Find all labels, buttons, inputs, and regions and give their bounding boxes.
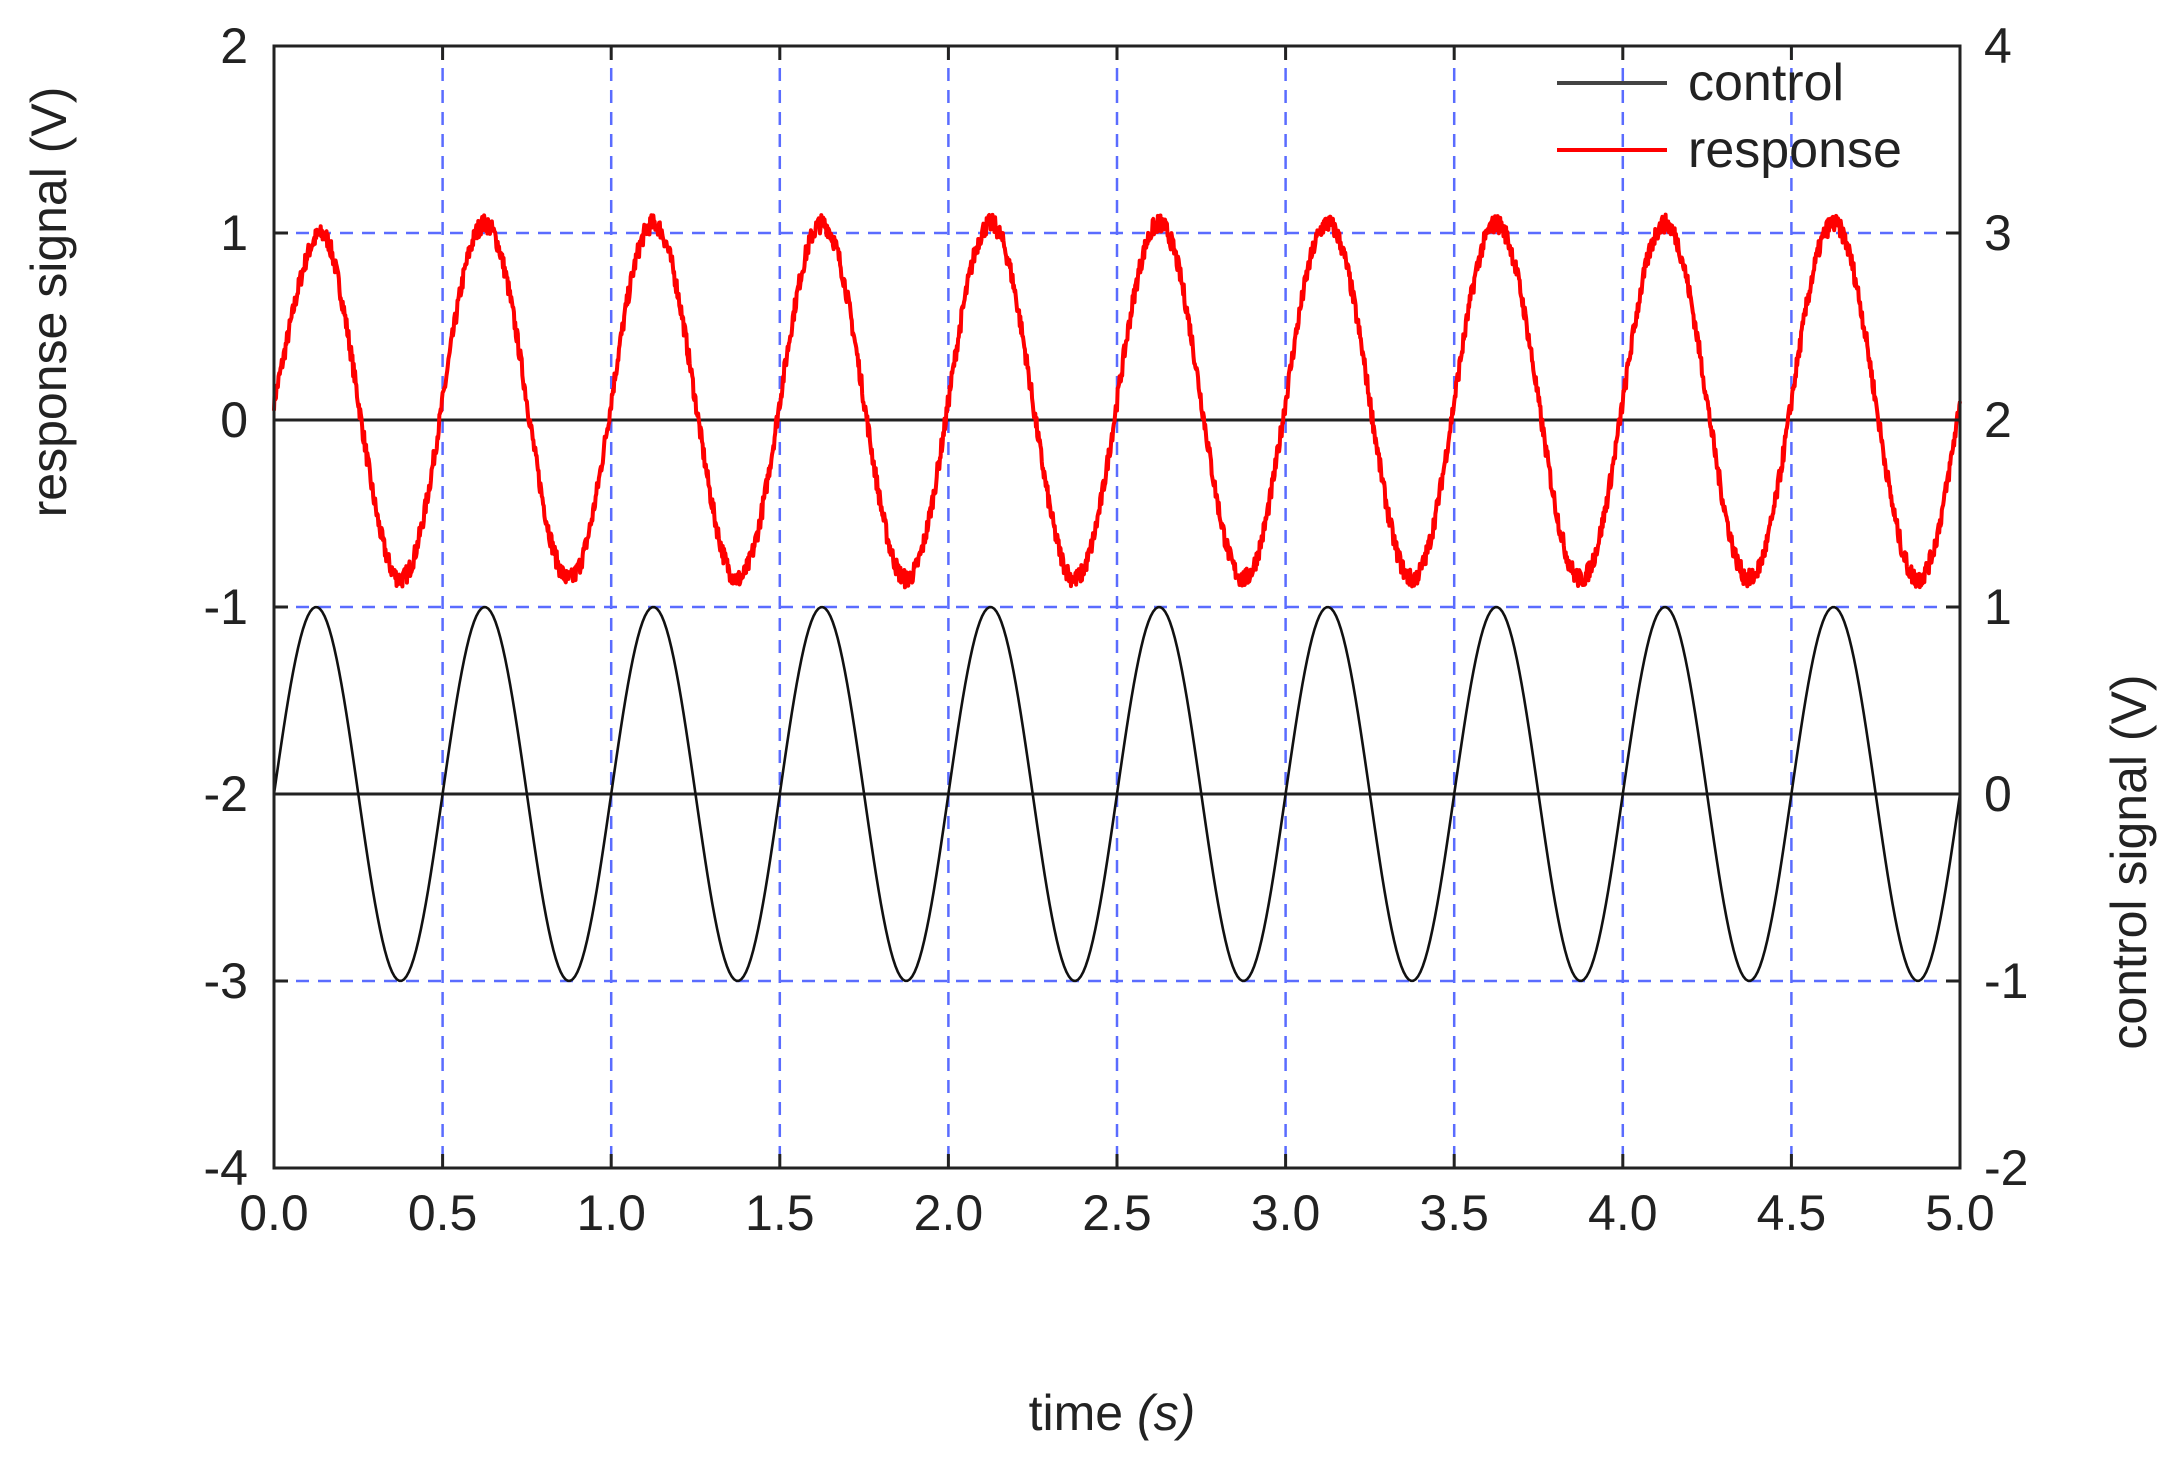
y-left-tick-label-0: -4 xyxy=(204,1140,248,1196)
y-left-tick-labels: -4 -3 -2 -1 0 1 2 xyxy=(204,18,248,1196)
series-layer xyxy=(272,212,1962,983)
x-tick-labels: 0.0 0.5 1.0 1.5 2.0 2.5 3.0 3.5 4.0 4.5 5.0 xyxy=(239,1185,1995,1241)
y-left-tick-label-5: 1 xyxy=(220,205,248,261)
y-right-tick-label-0: -2 xyxy=(1984,1140,2028,1196)
x-axis-title-main: time xyxy=(1029,1385,1137,1441)
y-right-tick-label-1: -1 xyxy=(1984,953,2028,1009)
x-tick-label-7: 3.5 xyxy=(1419,1185,1489,1241)
x-tick-label-4: 2.0 xyxy=(914,1185,984,1241)
ticks-layer xyxy=(272,44,1962,1170)
legend: control response xyxy=(1557,54,1902,179)
x-tick-label-5: 2.5 xyxy=(1082,1185,1152,1241)
y-right-tick-label-6: 4 xyxy=(1984,18,2012,74)
x-tick-label-3: 1.5 xyxy=(745,1185,815,1241)
y-right-tick-label-4: 2 xyxy=(1984,392,2012,448)
y-right-tick-labels: -2 -1 0 1 2 3 4 xyxy=(1984,18,2028,1196)
grid-layer xyxy=(274,46,1960,1168)
y-left-tick-label-2: -2 xyxy=(204,766,248,822)
x-tick-label-1: 0.5 xyxy=(408,1185,478,1241)
x-axis-title-unit: (s) xyxy=(1137,1385,1195,1441)
y-left-tick-label-4: 0 xyxy=(220,392,248,448)
y-left-tick-label-1: -3 xyxy=(204,953,248,1009)
y-right-tick-label-2: 0 xyxy=(1984,766,2012,822)
series-line-control xyxy=(272,605,1962,983)
series-line-response xyxy=(272,212,1962,590)
x-tick-label-2: 1.0 xyxy=(576,1185,646,1241)
x-tick-label-9: 4.5 xyxy=(1757,1185,1827,1241)
x-tick-label-6: 3.0 xyxy=(1251,1185,1321,1241)
x-tick-label-10: 5.0 xyxy=(1925,1185,1995,1241)
y-axis-left-title: response signal (V) xyxy=(21,87,77,518)
legend-label-control: control xyxy=(1688,54,1844,112)
y-left-tick-label-3: -1 xyxy=(204,579,248,635)
x-axis-title: time (s) xyxy=(1029,1385,1196,1441)
y-left-tick-label-6: 2 xyxy=(220,18,248,74)
x-tick-label-0: 0.0 xyxy=(239,1185,309,1241)
y-right-tick-label-5: 3 xyxy=(1984,205,2012,261)
y-right-tick-label-3: 1 xyxy=(1984,579,2012,635)
legend-label-response: response xyxy=(1688,121,1902,179)
y-axis-right-title: control signal (V) xyxy=(2101,674,2157,1049)
x-tick-label-8: 4.0 xyxy=(1588,1185,1658,1241)
